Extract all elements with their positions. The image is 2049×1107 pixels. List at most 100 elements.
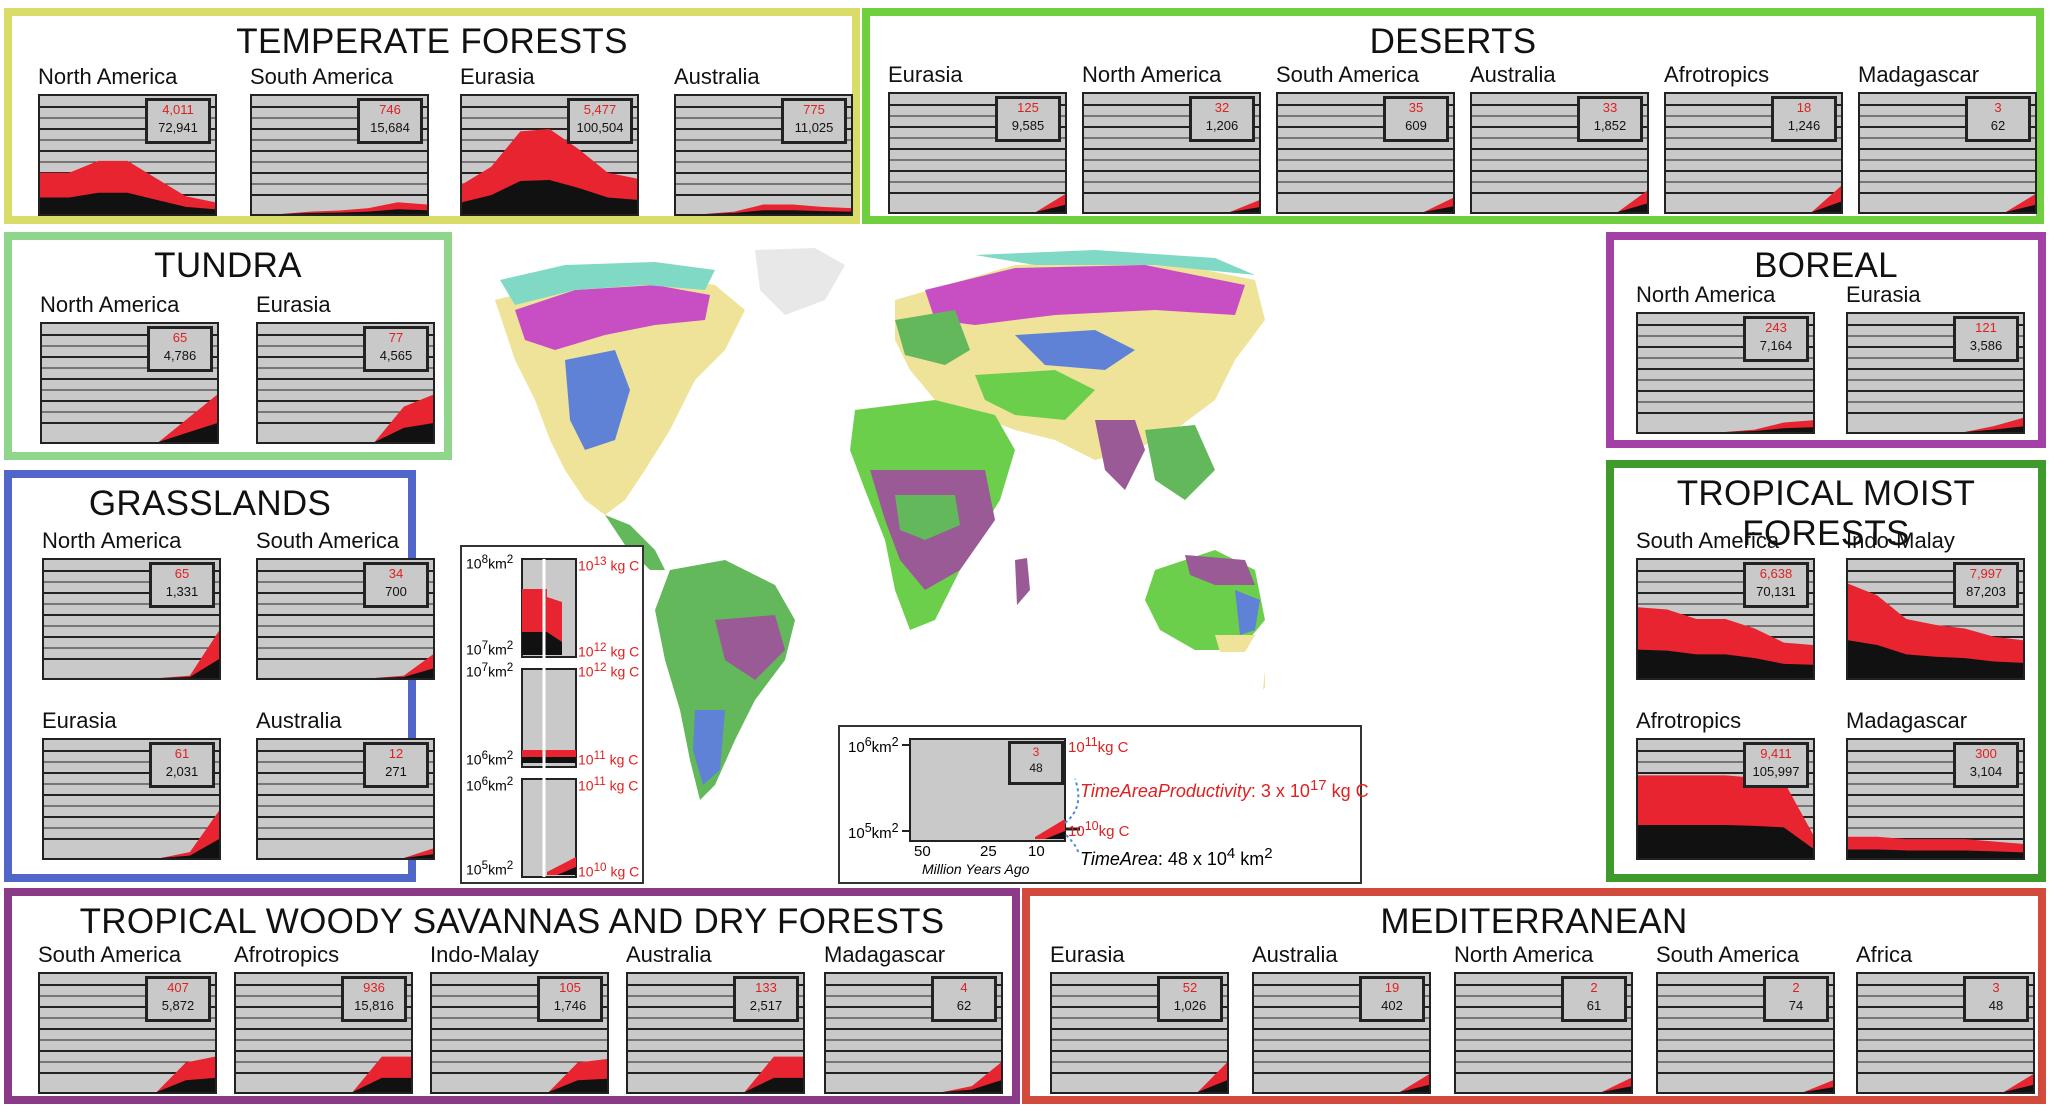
region-chart: Africa 3 48 (1856, 942, 2046, 1094)
panel-title: MEDITERRANEAN (1380, 902, 1688, 941)
land-area (1848, 849, 2023, 858)
region-label: North America (1454, 942, 1594, 967)
area-value: 72,941 (158, 120, 198, 135)
area-value: 70,131 (1756, 584, 1796, 599)
region-plot: 33 1,852 (1470, 92, 1649, 214)
region-area-plot (1638, 750, 1813, 858)
scale-right-6: 1010 kg C (578, 861, 640, 880)
carbon-value: 133 (755, 980, 777, 995)
panel-title: TUNDRA (154, 246, 302, 285)
carbon-area (258, 848, 433, 858)
carbon-area (1860, 194, 2035, 212)
region-plot: 12 271 (256, 738, 435, 860)
map-new-zealand (1263, 670, 1265, 690)
land-area (1848, 426, 2023, 432)
area-value: 609 (1405, 118, 1427, 133)
map-madagascar (1015, 558, 1030, 605)
region-label: Madagascar (1858, 62, 1980, 87)
region-chart: Australia 19 402 (1252, 942, 1442, 1094)
region-label: North America (42, 528, 182, 553)
region-chart: Eurasia 52 1,026 (1050, 942, 1240, 1094)
region-label: Eurasia (1050, 942, 1125, 967)
panel-tropical_moist: TROPICAL MOIST FORESTS South America 6,638… (1606, 460, 2046, 882)
region-chart: Afrotropics 936 15,816 (234, 942, 424, 1094)
land-area (1084, 207, 1259, 212)
value-box: 125 9,585 (995, 96, 1061, 142)
region-chart: Madagascar 4 62 (824, 942, 1014, 1094)
carbon-area (1858, 1074, 2033, 1092)
area-value: 1,852 (1593, 118, 1627, 133)
region-chart: North America 32 1,206 (1082, 62, 1272, 214)
carbon-value: 105 (559, 980, 581, 995)
carbon-value: 77 (388, 330, 404, 345)
area-value: 1,331 (165, 584, 199, 599)
land-area (1638, 649, 1813, 678)
carbon-area (890, 194, 1065, 212)
area-value: 3,586 (1969, 338, 2003, 353)
carbon-area (258, 394, 433, 442)
value-box: 407 5,872 (145, 976, 211, 1022)
land-area (258, 423, 433, 442)
value-box: 35 609 (1383, 96, 1449, 142)
land-area (1858, 1084, 2033, 1092)
land-area (258, 854, 433, 858)
carbon-area (1666, 186, 1841, 212)
scale-left-6: 105km2 (466, 859, 514, 878)
land-area (1860, 204, 2035, 212)
land-area (676, 210, 851, 214)
panel-title: GRASSLANDS (88, 484, 332, 523)
region-chart: Afrotropics 9,411 105,997 (1636, 708, 1826, 860)
region-label: South America (250, 64, 394, 89)
carbon-value: 2 (1590, 980, 1598, 995)
region-label: South America (1636, 528, 1780, 553)
region-plot: 3 48 (1856, 972, 2035, 1094)
land-area (1638, 427, 1813, 432)
panel-savannas: TROPICAL WOODY SAVANNAS AND DRY FORESTS S… (4, 888, 1020, 1104)
carbon-value: 5,477 (583, 102, 617, 117)
region-area-plot (1278, 104, 1453, 212)
carbon-area (432, 1058, 607, 1092)
carbon-value: 12 (388, 746, 404, 761)
legend-x-caption: Million Years Ago (922, 861, 1030, 877)
value-box: 61 2,031 (149, 742, 215, 788)
carbon-value: 65 (174, 566, 190, 581)
map-eurasia-desert (975, 370, 1095, 420)
area-value: 105,997 (1752, 764, 1800, 779)
panel-grasslands: GRASSLANDS North America 65 1,331 South Amer… (4, 470, 435, 882)
scale-right-5: 1011 kg C (578, 775, 639, 794)
value-box: 52 1,026 (1157, 976, 1223, 1022)
region-plot: 936 15,816 (234, 972, 413, 1094)
carbon-area (42, 394, 217, 442)
carbon-area (1658, 1080, 1833, 1092)
region-area-plot (1254, 984, 1429, 1092)
area-value: 4,786 (163, 348, 197, 363)
region-chart: Australia 12 271 (256, 708, 446, 860)
region-label: Eurasia (460, 64, 535, 89)
carbon-value: 65 (172, 330, 188, 345)
area-value: 271 (385, 764, 407, 779)
region-plot: 2 74 (1656, 972, 1835, 1094)
carbon-value: 936 (363, 980, 385, 995)
carbon-value: 3 (1994, 100, 2002, 115)
carbon-area (1254, 1074, 1429, 1092)
region-plot: 3 62 (1858, 92, 2037, 214)
carbon-value: 9,411 (1760, 746, 1792, 761)
value-box: 6,638 70,131 (1743, 562, 1809, 608)
value-box: 12 271 (363, 742, 429, 788)
region-label: Australia (674, 64, 760, 89)
carbon-value: 243 (1765, 320, 1787, 335)
region-chart: North America 243 7,164 (1636, 282, 1826, 434)
legend-xtick-50: 50 (914, 843, 931, 860)
region-chart: South America 746 15,684 (250, 64, 440, 216)
area-value: 15,816 (354, 998, 394, 1013)
carbon-value: 61 (174, 746, 190, 761)
panel-boreal: BOREAL North America 243 7,164 Eurasia 121 3,5… (1606, 232, 2046, 448)
scale-left-1: 108km2 (466, 553, 514, 572)
region-chart: North America 2 61 (1454, 942, 1644, 1094)
region-plot: 32 1,206 (1082, 92, 1261, 214)
area-value: 61 (1586, 998, 1602, 1013)
scale-left-5: 106km2 (466, 775, 514, 794)
region-plot: 121 3,586 (1846, 312, 2025, 434)
region-label: Eurasia (42, 708, 117, 733)
value-box: 300 3,104 (1953, 742, 2019, 788)
